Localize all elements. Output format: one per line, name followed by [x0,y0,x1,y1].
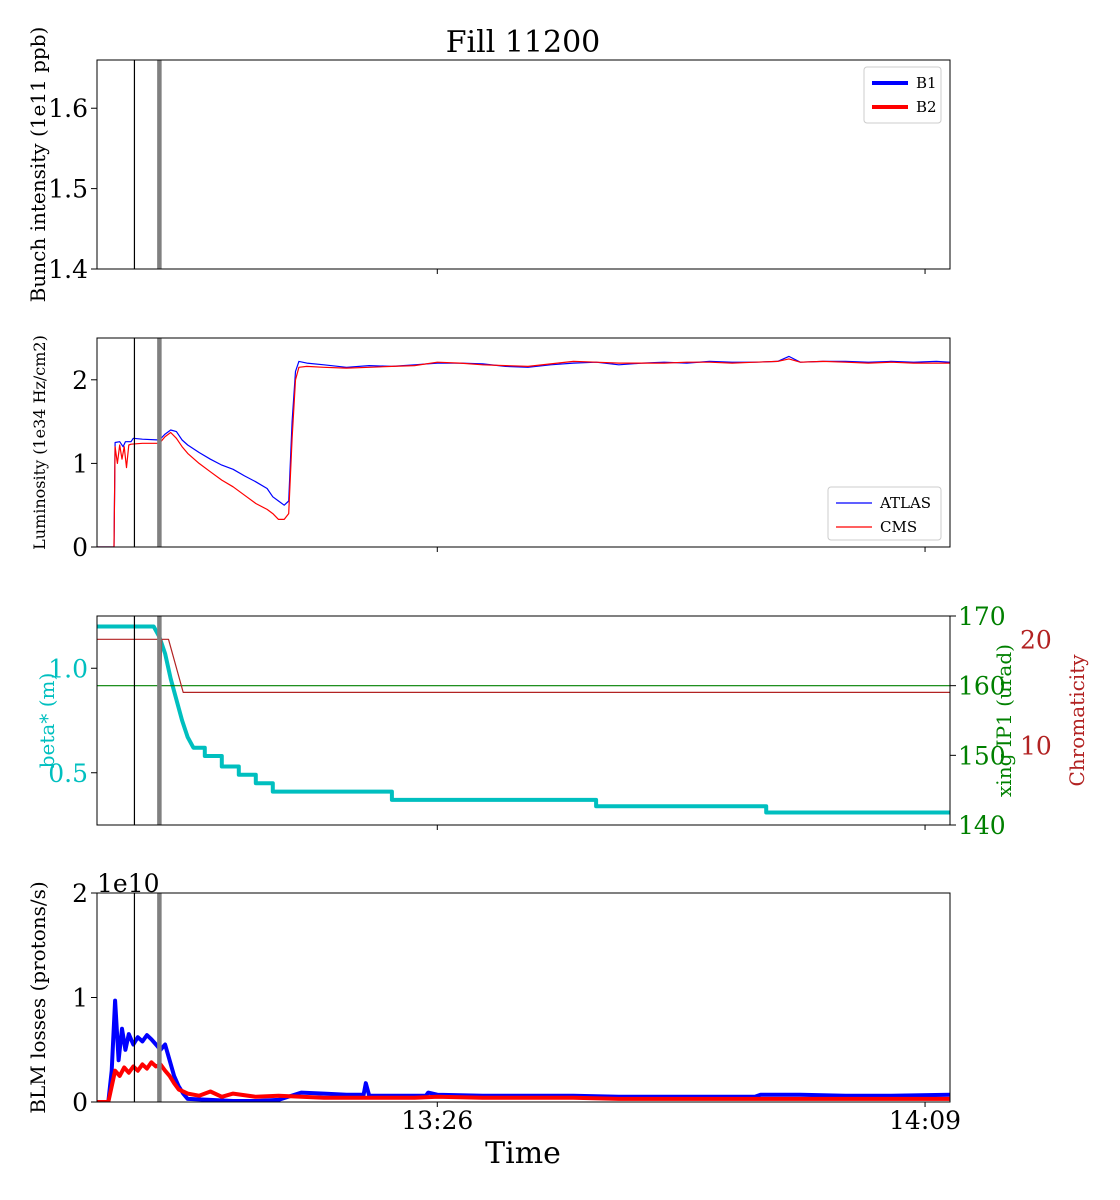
legend-label-atlas: ATLAS [879,494,931,512]
y-right-tick-label: 140 [958,811,1006,840]
plot-area [97,338,950,547]
y-axis-label: Luminosity (1e34 Hz/cm2) [30,335,49,550]
panel-luminosity: 0 1 2 Luminosity (1e34 Hz/cm2) ATLAS CMS [30,335,951,562]
y-tick-label: 0 [72,533,88,562]
series-losses-b2 [97,1060,950,1102]
series-luminosity-cms [97,358,950,547]
y-right2-tick-label: 20 [1020,625,1052,654]
y-right-axis-label: xing IP1 (urad) [992,644,1016,797]
y-axis-label: BLM losses (protons/s) [26,881,50,1113]
y-tick-label: 1.0 [48,654,88,683]
y-axis-label: beta* (m) [35,673,59,769]
x-tick-label: 13:26 [401,1106,473,1135]
y-right-tick-label: 150 [958,741,1006,770]
plot-lines [97,355,950,547]
y-tick-label: 2 [72,366,88,395]
y-tick-label: 1 [72,984,88,1013]
legend-label-b1: B1 [916,74,937,92]
y-tick-label: 1.5 [48,175,88,204]
y-right-tick-label: 160 [958,672,1006,701]
y-right-tick-label: 170 [958,602,1006,631]
y-right2-tick-label: 10 [1020,731,1052,760]
series-optics-beta- [97,624,950,815]
plot-frame [96,59,951,270]
y-tick-label: 1.6 [48,94,88,123]
y-tick-label: 0.5 [48,759,88,788]
x-tick-label: 14:09 [889,1106,961,1135]
plot-frame [96,615,951,826]
plot-lines [97,998,950,1102]
plot-area [97,616,950,825]
plot-area [97,60,950,269]
legend-label-b2: B2 [916,98,937,116]
y-axis-label: Bunch intensity (1e11 ppb) [26,27,50,303]
figure-title: Fill 11200 [446,25,601,60]
y-right2-axis-label: Chromaticity [1065,654,1089,787]
x-axis-label: Time [485,1136,561,1171]
legend-label-cms: CMS [880,518,917,536]
series-losses-b1 [97,998,950,1102]
y-tick-label: 1.4 [48,255,88,284]
legend: ATLAS CMS [827,486,942,541]
y-tick-label: 0 [72,1088,88,1117]
axis-offset-text: 1e10 [97,869,160,898]
plot-area [97,893,950,1102]
plot-frame [96,337,951,548]
y-tick-label: 2 [72,879,88,908]
y-tick-label: 1 [72,449,88,478]
